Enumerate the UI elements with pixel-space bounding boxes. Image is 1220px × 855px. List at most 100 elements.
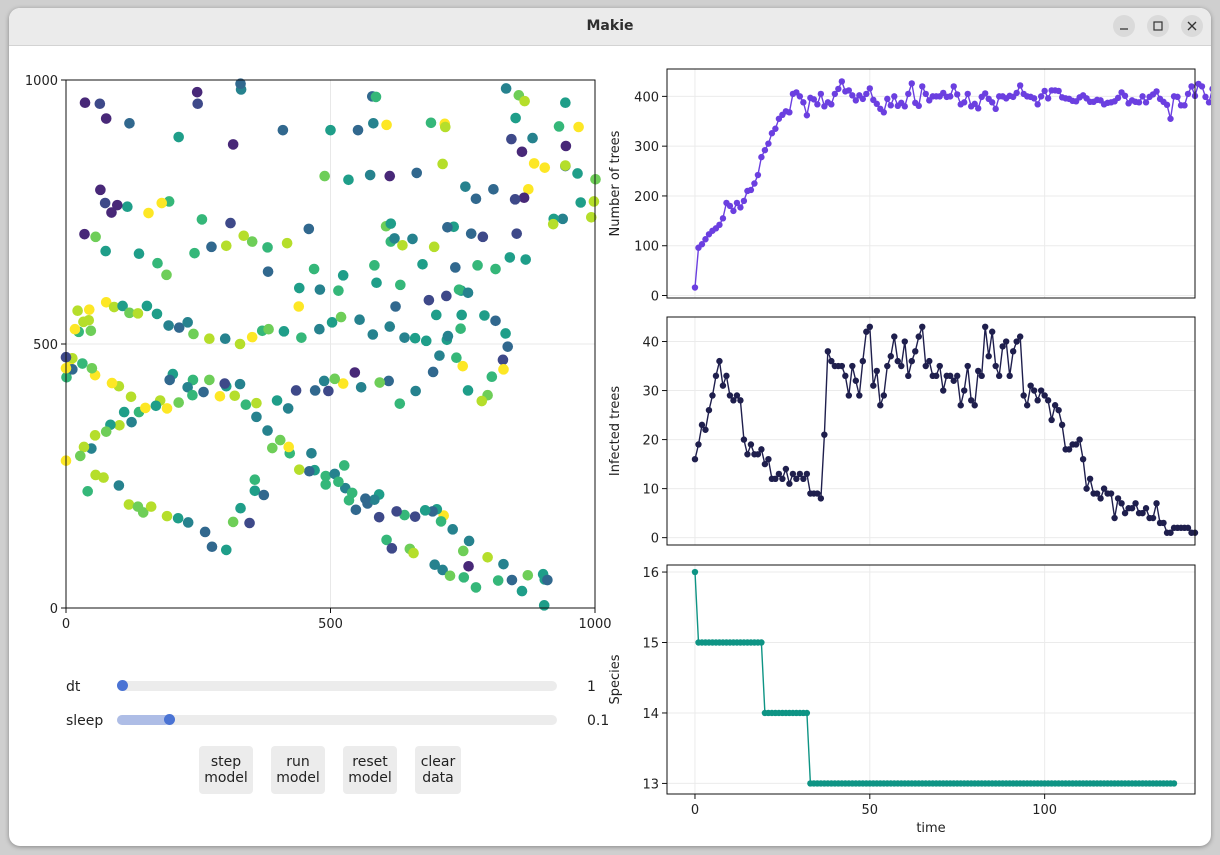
tree-agent-point: [106, 377, 118, 389]
trees-data-point: [849, 92, 856, 99]
dt-slider-track[interactable]: [117, 681, 557, 691]
tree-agent-point: [333, 476, 344, 488]
tree-agent-point: [518, 192, 530, 204]
run-model-button[interactable]: run model: [271, 746, 325, 794]
infected-data-point: [726, 392, 734, 399]
tree-agent-point: [124, 117, 135, 129]
tree-agent-point: [479, 310, 490, 321]
trees-data-point: [737, 204, 744, 211]
tree-agent-point: [293, 464, 305, 475]
tree-agent-point: [572, 168, 583, 179]
close-button[interactable]: [1181, 15, 1203, 37]
tree-agent-point: [462, 287, 474, 299]
titlebar: Makie: [9, 8, 1211, 46]
infected-data-point: [1055, 406, 1062, 414]
tree-agent-point: [79, 97, 91, 109]
tree-agent-point: [385, 218, 397, 229]
tree-agent-point: [262, 425, 273, 436]
species-frame: [666, 564, 1196, 795]
trees-data-point: [1114, 94, 1122, 102]
tree-agent-point: [246, 331, 258, 343]
tree-agent-point: [335, 311, 347, 323]
trees-data-point: [1184, 90, 1192, 98]
tree-agent-point: [282, 403, 294, 414]
infected-data-point: [968, 397, 975, 404]
tree-agent-point: [455, 323, 466, 334]
trees-data-point: [964, 90, 971, 98]
infected-data-point: [698, 421, 706, 429]
sleep-slider-track[interactable]: [117, 715, 557, 725]
tree-agent-point: [498, 364, 509, 375]
tree-agent-point: [274, 434, 286, 446]
minimize-button[interactable]: [1113, 15, 1135, 37]
infected-data-point: [691, 455, 699, 463]
species-data-point: [803, 709, 811, 717]
tree-agent-point: [293, 301, 305, 312]
trees-data-point: [761, 146, 769, 154]
infected-data-point: [786, 480, 793, 487]
tree-agent-point: [476, 395, 488, 407]
tree-agent-point: [188, 328, 199, 340]
sleep-slider-handle[interactable]: [164, 714, 176, 725]
tree-agent-point: [510, 112, 521, 124]
trees-data-point: [901, 103, 908, 110]
tree-agent-point: [126, 416, 137, 428]
tree-agent-point: [281, 237, 293, 249]
trees-data-point: [947, 93, 954, 100]
tree-agent-point: [337, 270, 349, 281]
infected-data-point: [800, 475, 807, 483]
dt-slider-handle[interactable]: [117, 680, 128, 691]
trees-data-point: [1198, 83, 1206, 90]
infected-data-point: [789, 470, 797, 478]
tree-agent-point: [123, 499, 135, 510]
tree-agent-point: [395, 279, 406, 291]
infected-data-point: [988, 328, 996, 335]
tree-agent-point: [74, 450, 86, 462]
species-x-tick-label: 50: [862, 803, 879, 818]
trees-data-point: [1188, 83, 1195, 90]
tree-agent-point: [439, 121, 451, 133]
infected-data-point: [1016, 333, 1024, 340]
trees-data-point: [772, 125, 779, 132]
trees-data-point: [1055, 87, 1062, 95]
trees-y-tick-label: 100: [634, 240, 659, 255]
infected-data-point: [926, 357, 933, 365]
infected-data-point: [957, 402, 964, 409]
infected-data-point: [779, 475, 786, 483]
trees-data-point: [835, 85, 842, 93]
tree-agent-point: [235, 502, 246, 514]
tree-agent-point: [61, 371, 72, 383]
clear-data-button[interactable]: clear data: [415, 746, 461, 794]
tree-agent-point: [410, 385, 421, 397]
infected-data-point: [877, 402, 884, 409]
tree-agent-point: [360, 493, 371, 505]
tree-agent-point: [575, 197, 587, 208]
trees-data-point: [905, 90, 912, 98]
infected-data-point: [772, 475, 779, 483]
infected-data-point: [919, 323, 926, 331]
reset-model-button[interactable]: reset model: [343, 746, 397, 794]
tree-agent-point: [509, 194, 521, 205]
maximize-button[interactable]: [1147, 15, 1169, 37]
trees-y-tick-label: 0: [651, 290, 659, 305]
infected-data-point: [842, 372, 849, 380]
tree-agent-point: [156, 197, 168, 209]
infected-data-point: [1139, 509, 1146, 517]
tree-agent-point: [79, 228, 90, 240]
tree-agent-point: [434, 350, 445, 361]
tree-agent-point: [124, 307, 135, 319]
step-model-button[interactable]: step model: [199, 746, 253, 794]
tree-agent-point: [246, 236, 258, 247]
tree-agent-point: [227, 516, 239, 528]
infected-data-point: [936, 362, 943, 370]
tree-agent-point: [100, 426, 112, 437]
infected-data-point: [712, 372, 720, 380]
tree-agent-point: [108, 301, 120, 313]
infected-data-point: [1167, 529, 1174, 536]
tree-agent-point: [173, 131, 184, 143]
infected-data-point: [1121, 509, 1129, 517]
trees-data-point: [1202, 93, 1209, 101]
infected-data-point: [1079, 455, 1087, 463]
tree-agent-point: [78, 441, 90, 453]
tree-agent-point: [229, 390, 241, 402]
